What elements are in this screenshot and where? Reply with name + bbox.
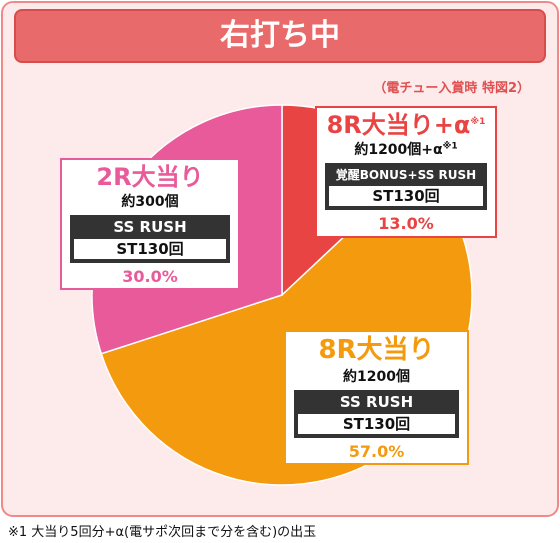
slice-percent: 30.0%: [122, 267, 178, 287]
slice-label-2r: 2R大当り 約300個 SS RUSH ST130回 30.0%: [60, 158, 240, 290]
slice-payout: 約1200個+α: [354, 142, 443, 159]
slice-name: 8R大当り+α: [326, 111, 471, 139]
footnote-mark: ※1: [470, 117, 486, 127]
slice-percent: 57.0%: [348, 441, 405, 461]
slice-percent: 13.0%: [378, 214, 434, 234]
slice-label-8r: 8R大当り 約1200個 SS RUSH ST130回 57.0%: [284, 330, 469, 465]
slice-st: ST130回: [74, 239, 226, 260]
slice-payout: 約300個: [121, 194, 179, 211]
slice-name: 2R大当り: [96, 163, 204, 191]
slice-mode: SS RUSH: [113, 218, 187, 237]
slice-payout: 約1200個: [343, 368, 410, 385]
slice-mode: SS RUSH: [339, 392, 414, 411]
condition-note: （電チュー入賞時 特図2）: [373, 81, 530, 96]
footnote-mark: ※1: [442, 141, 458, 152]
slice-label-8r-alpha: 8R大当り+α※1 約1200個+α※1 覚醒BONUS+SS RUSH ST1…: [315, 106, 497, 238]
footnote: ※1 大当り5回分+α(電サポ次回まで分を含む)の出玉: [8, 525, 317, 540]
slice-mode: 覚醒BONUS+SS RUSH: [335, 168, 477, 183]
slice-st: ST130回: [329, 186, 483, 207]
page-title: 右打ち中: [14, 9, 546, 63]
slice-st: ST130回: [298, 413, 455, 434]
slice-name: 8R大当り: [318, 335, 435, 365]
